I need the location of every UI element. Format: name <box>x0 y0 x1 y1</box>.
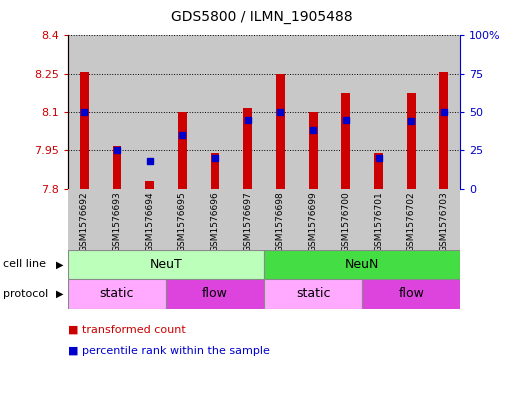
Bar <box>231 189 264 250</box>
Text: GSM1576693: GSM1576693 <box>112 192 121 252</box>
Bar <box>329 189 362 250</box>
Bar <box>199 189 231 250</box>
Bar <box>68 250 264 279</box>
Text: ■ percentile rank within the sample: ■ percentile rank within the sample <box>68 346 270 356</box>
Bar <box>439 72 448 189</box>
Text: flow: flow <box>202 287 228 300</box>
Text: static: static <box>296 287 331 300</box>
Bar <box>231 35 264 189</box>
Bar <box>276 73 285 189</box>
Bar <box>211 153 220 189</box>
Bar <box>264 279 362 309</box>
Bar <box>264 189 297 250</box>
Bar <box>68 35 100 189</box>
Bar <box>428 189 460 250</box>
Bar <box>100 189 133 250</box>
Text: ▶: ▶ <box>56 259 64 269</box>
Bar <box>133 35 166 189</box>
Bar <box>264 35 297 189</box>
Text: ▶: ▶ <box>56 289 64 299</box>
Text: GSM1576694: GSM1576694 <box>145 192 154 252</box>
Text: GSM1576701: GSM1576701 <box>374 192 383 252</box>
Bar <box>362 35 395 189</box>
Text: GSM1576703: GSM1576703 <box>439 192 448 252</box>
Bar <box>395 189 428 250</box>
Bar <box>329 35 362 189</box>
Bar <box>100 35 133 189</box>
Text: protocol: protocol <box>3 289 48 299</box>
Bar <box>178 112 187 189</box>
Text: GSM1576702: GSM1576702 <box>407 192 416 252</box>
Bar <box>80 72 89 189</box>
Bar <box>145 181 154 189</box>
Bar <box>243 108 252 189</box>
Bar <box>264 250 460 279</box>
Bar <box>407 93 416 189</box>
Text: GSM1576699: GSM1576699 <box>309 192 317 252</box>
Text: NeuT: NeuT <box>150 258 183 271</box>
Bar <box>166 189 199 250</box>
Text: GSM1576696: GSM1576696 <box>211 192 220 252</box>
Text: GSM1576700: GSM1576700 <box>342 192 350 252</box>
Bar <box>68 189 100 250</box>
Text: GDS5800 / ILMN_1905488: GDS5800 / ILMN_1905488 <box>170 10 353 24</box>
Bar <box>166 35 199 189</box>
Bar <box>428 35 460 189</box>
Bar <box>362 279 460 309</box>
Bar <box>133 189 166 250</box>
Bar <box>342 93 350 189</box>
Text: NeuN: NeuN <box>345 258 379 271</box>
Text: GSM1576698: GSM1576698 <box>276 192 285 252</box>
Text: flow: flow <box>399 287 424 300</box>
Bar <box>112 147 121 189</box>
Bar <box>199 35 231 189</box>
Text: GSM1576692: GSM1576692 <box>80 192 89 252</box>
Text: GSM1576697: GSM1576697 <box>243 192 252 252</box>
Text: ■ transformed count: ■ transformed count <box>68 324 186 334</box>
Bar <box>309 112 317 189</box>
Text: GSM1576695: GSM1576695 <box>178 192 187 252</box>
Bar <box>395 35 428 189</box>
Bar <box>297 35 329 189</box>
Text: static: static <box>100 287 134 300</box>
Text: cell line: cell line <box>3 259 46 269</box>
Bar <box>374 153 383 189</box>
Bar <box>297 189 329 250</box>
Bar <box>68 279 166 309</box>
Bar <box>166 279 264 309</box>
Bar <box>362 189 395 250</box>
